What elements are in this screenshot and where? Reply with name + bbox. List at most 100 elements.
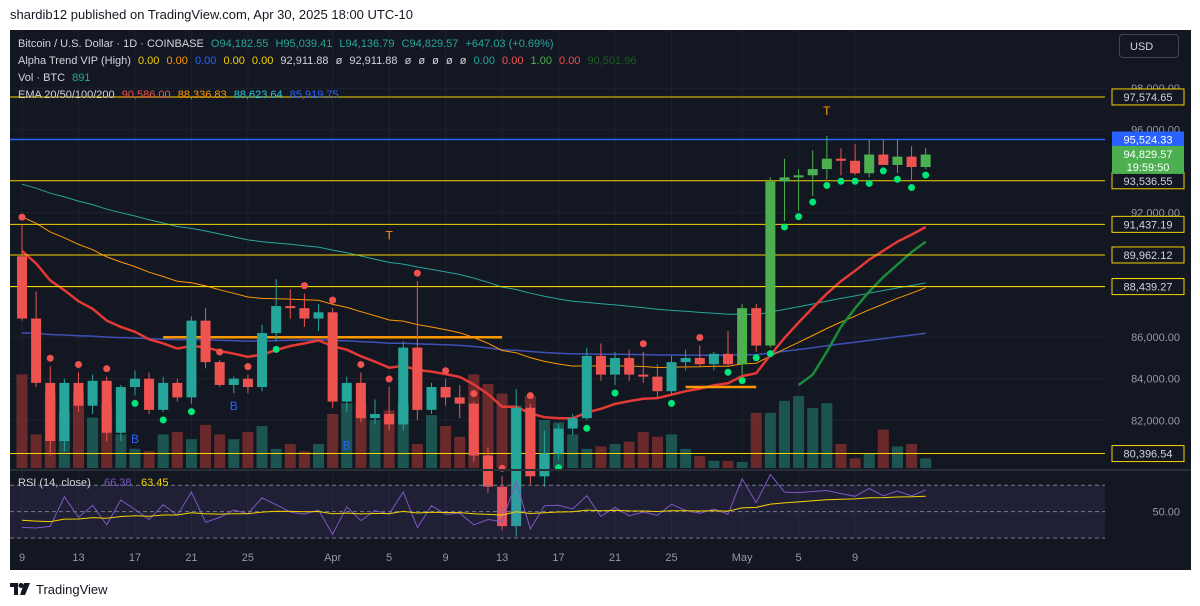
candle-body <box>878 154 889 165</box>
volume-bar <box>411 444 423 468</box>
candle-body <box>864 154 875 174</box>
volume-bar <box>722 460 734 468</box>
alpha-value: 1.00 <box>530 55 552 67</box>
alpha-value: 0.00 <box>166 55 188 67</box>
volume-bar <box>425 415 437 468</box>
x-tick-label: 13 <box>496 552 508 564</box>
level-tag-label: 95,524.33 <box>1124 135 1173 147</box>
candle-body <box>426 387 437 410</box>
rsi-label: RSI (14, close) <box>18 477 91 489</box>
candle-body <box>214 362 225 385</box>
volume-bar <box>87 417 99 468</box>
candle-body <box>355 382 366 419</box>
level-tag <box>1112 131 1184 148</box>
footer: TradingView <box>0 570 1200 606</box>
candle-body <box>101 380 112 433</box>
candle-body <box>440 387 451 398</box>
candle-body <box>610 357 621 375</box>
volume-bar <box>821 403 833 468</box>
signal-dot <box>46 354 54 362</box>
volume-bar <box>157 434 169 468</box>
signal-dot <box>696 334 704 342</box>
volume-bar <box>200 424 212 468</box>
tradingview-logo[interactable]: TradingView <box>10 580 108 598</box>
level-tag <box>1111 215 1185 233</box>
candle-body <box>680 357 691 363</box>
x-tick-label: May <box>732 552 753 564</box>
signal-dot <box>724 368 732 376</box>
signal-dot <box>809 198 817 206</box>
volume-bar <box>877 429 889 468</box>
candle-body <box>73 382 84 406</box>
candle-body <box>341 382 352 402</box>
level-tag-label: 97,574.65 <box>1124 92 1173 104</box>
price-chart[interactable]: TTBBB98,000.0096,000.0092,000.0086,000.0… <box>10 30 1191 570</box>
signal-dot <box>611 389 619 397</box>
candle-body <box>652 376 663 392</box>
candle-body <box>384 414 395 425</box>
price-tag <box>1112 145 1184 174</box>
volume-bar <box>609 444 621 468</box>
signal-dot <box>159 416 167 424</box>
signal-dot <box>893 175 901 183</box>
candle-body <box>144 378 155 410</box>
signal-dot <box>837 177 845 185</box>
volume-bar <box>298 451 310 468</box>
candle-body <box>31 318 42 383</box>
candle-body <box>129 378 140 388</box>
signal-dot <box>908 184 916 192</box>
currency-button[interactable]: USD <box>1119 34 1179 58</box>
x-tick-label: 21 <box>609 552 621 564</box>
candle-body <box>595 355 606 375</box>
annotation-label: T <box>385 229 393 243</box>
volume-bar <box>397 403 409 468</box>
volume-bar <box>849 458 861 468</box>
signal-dot <box>780 223 788 231</box>
signal-dot <box>131 399 139 407</box>
alpha-trend-label[interactable]: Alpha Trend VIP (High) <box>18 55 131 67</box>
candle-body <box>172 382 183 398</box>
legend-high: H95,039.41 <box>275 38 333 50</box>
volume-bar <box>341 403 353 468</box>
volume-bar <box>482 384 494 468</box>
volume-bar <box>171 432 183 468</box>
volume-bar <box>16 374 28 468</box>
signal-dot <box>668 399 676 407</box>
signal-dot <box>272 345 280 353</box>
volume-bar <box>891 446 903 468</box>
volume-bar <box>637 432 649 468</box>
volume-bar <box>736 462 748 468</box>
volume-bar <box>694 456 706 468</box>
alpha-value: 92,911.88 <box>349 55 398 67</box>
signal-dot <box>357 361 365 369</box>
volume-bar <box>270 448 282 468</box>
candle-body <box>59 382 70 442</box>
candle-body <box>708 353 719 365</box>
alpha-value: ø <box>459 55 467 67</box>
volume-label[interactable]: Vol · BTC <box>18 72 66 84</box>
signal-dot <box>752 354 760 362</box>
candle-body <box>45 382 56 442</box>
signal-dot <box>216 348 224 356</box>
volume-bar <box>906 444 918 468</box>
symbol-label[interactable]: Bitcoin / U.S. Dollar · 1D · COINBASE <box>18 38 204 50</box>
alpha-value: 0.00 <box>223 55 245 67</box>
volume-bar <box>708 460 720 468</box>
candle-body <box>271 306 282 334</box>
signal-dot <box>526 392 534 400</box>
price-tag-value: 94,829.57 <box>1124 149 1173 161</box>
legend-ema-row: EMA 20/50/100/200 90,586.00 88,336.83 88… <box>18 87 640 104</box>
volume-bar <box>440 426 452 468</box>
price-tag-countdown: 19:59:50 <box>1127 162 1170 174</box>
candle-body <box>850 160 861 174</box>
chart-panel[interactable]: TTBBB98,000.0096,000.0092,000.0086,000.0… <box>10 30 1191 570</box>
volume-bar <box>595 446 607 468</box>
level-tag-label: 91,437.19 <box>1124 219 1173 231</box>
volume-bar <box>383 410 395 468</box>
volume-bar <box>623 441 635 468</box>
signal-dot <box>851 177 859 185</box>
signal-dot <box>823 181 831 189</box>
ema-label[interactable]: EMA 20/50/100/200 <box>18 89 115 101</box>
legend-symbol-row: Bitcoin / U.S. Dollar · 1D · COINBASE O9… <box>18 36 640 53</box>
volume-bar <box>835 444 847 468</box>
